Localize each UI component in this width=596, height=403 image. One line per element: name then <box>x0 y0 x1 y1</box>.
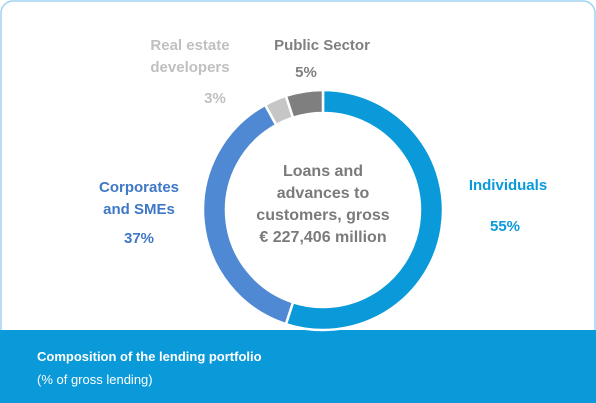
footer-band <box>0 330 596 403</box>
legend-label: Real estate developers <box>150 37 230 76</box>
center-line: advances to <box>277 185 370 202</box>
donut-segment <box>284 88 325 120</box>
center-label: Loans and advances to customers, gross € 22… <box>256 163 389 246</box>
legend-label: Corporates and SMEs <box>98 179 180 218</box>
legend-label: Public Sector <box>274 37 370 54</box>
donut <box>201 88 445 332</box>
donut-segment <box>284 88 445 332</box>
footer-title: Composition of the lending portfolio <box>37 349 262 364</box>
data-label: 37% <box>123 230 155 247</box>
data-label: 3% <box>204 90 226 107</box>
center-line: customers, gross <box>256 207 389 224</box>
center-line: Loans and <box>283 163 363 180</box>
data-label: 5% <box>295 64 317 81</box>
data-label: 55% <box>489 218 521 235</box>
legend-label: Individuals <box>468 177 548 194</box>
center-line: € 227,406 million <box>259 229 386 246</box>
footer-subtitle: (% of gross lending) <box>37 372 153 387</box>
